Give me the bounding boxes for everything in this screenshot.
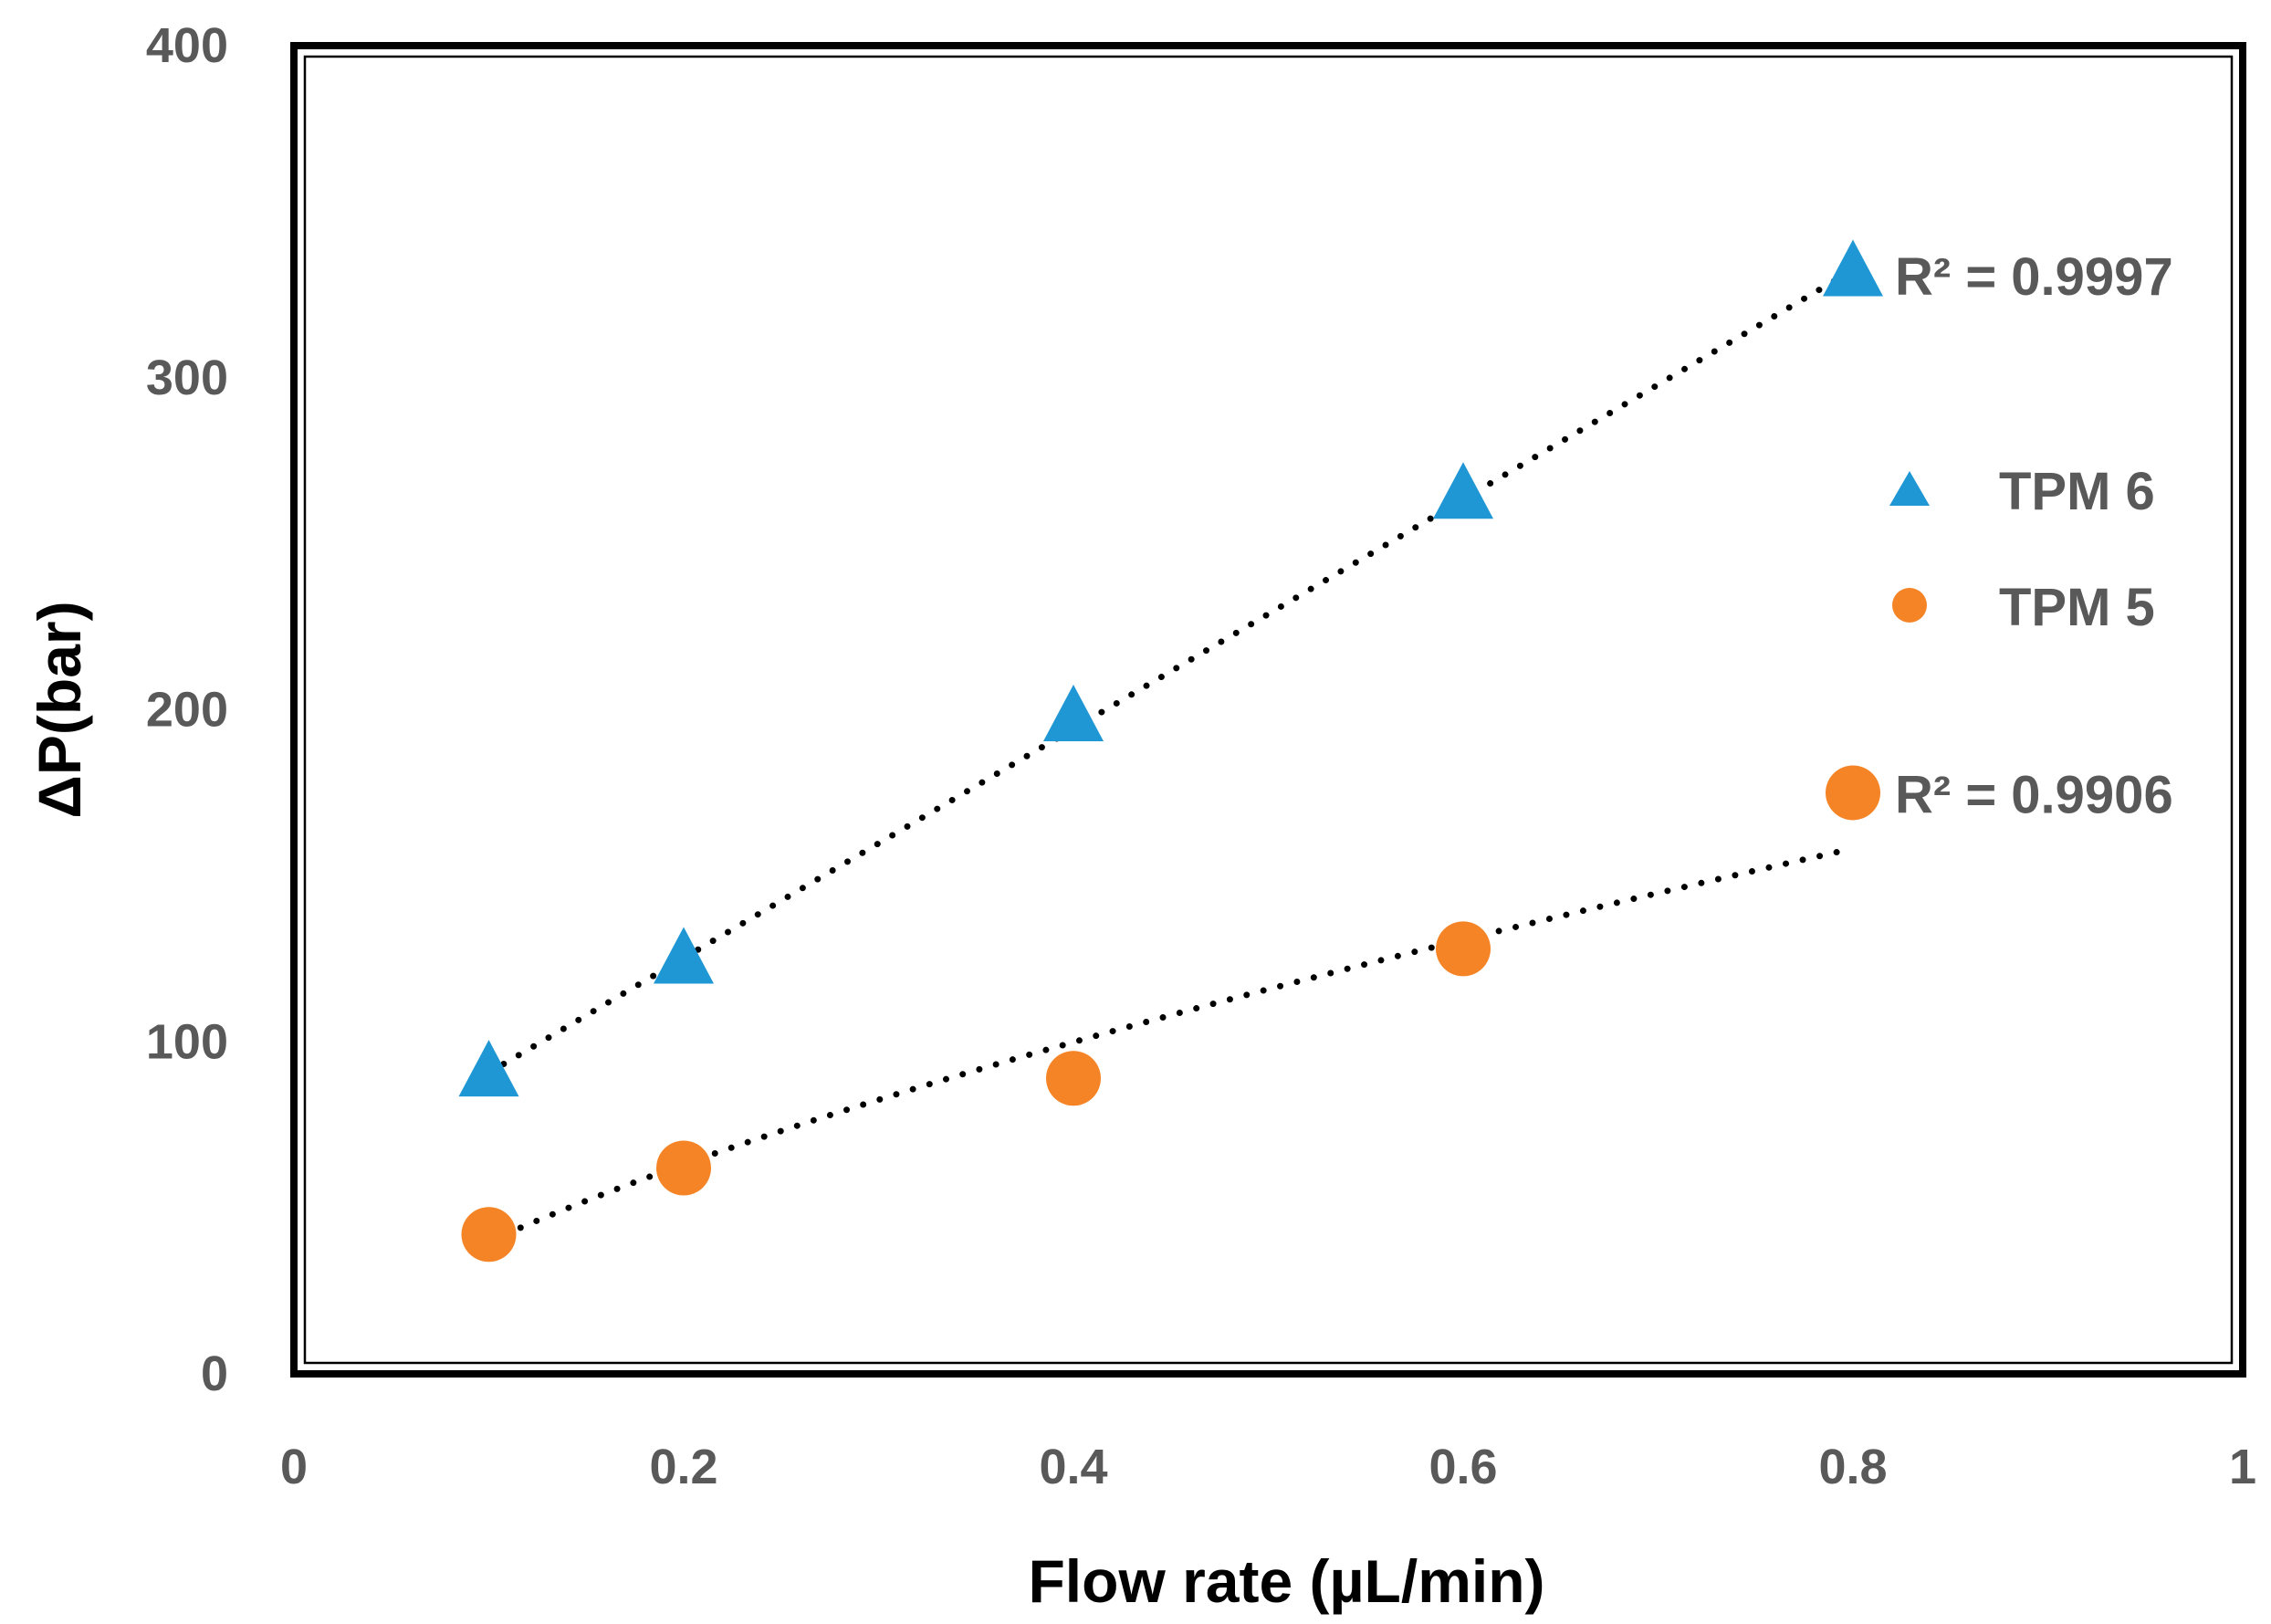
x-tick-label: 0.4 <box>1039 1440 1107 1494</box>
data-points <box>458 239 1883 1263</box>
point-tpm-5 <box>1046 1051 1101 1106</box>
legend-circle-icon <box>1892 588 1927 623</box>
point-tpm-5 <box>1826 765 1880 821</box>
legend-label: TPM 6 <box>1999 462 2155 521</box>
r-squared-labels: R² = 0.9997 R² = 0.9906 <box>1895 247 2173 824</box>
plot-inner-border <box>303 55 2234 1365</box>
y-tick-label: 300 <box>146 351 228 405</box>
y-axis-title: ΔP(bar) <box>26 601 93 818</box>
r2-label-tpm-5: R² = 0.9906 <box>1895 765 2173 824</box>
y-axis-tick-labels: 0 100 200 300 400 <box>146 18 228 1401</box>
x-tick-label: 0.2 <box>649 1440 717 1494</box>
x-tick-label: 0.8 <box>1818 1440 1887 1494</box>
trendline-tpm-6 <box>486 267 1857 1076</box>
legend: TPM 6 TPM 5 <box>1889 462 2155 637</box>
point-tpm-6 <box>458 1040 519 1097</box>
x-axis-title: Flow rate (µL/min) <box>1028 1547 1544 1615</box>
y-tick-label: 400 <box>146 18 228 73</box>
x-tick-label: 1 <box>2229 1440 2256 1494</box>
trendline-tpm-5 <box>486 845 1857 1245</box>
y-tick-label: 0 <box>201 1346 228 1401</box>
y-tick-label: 100 <box>146 1014 228 1069</box>
point-tpm-5 <box>461 1207 517 1263</box>
point-tpm-6 <box>1043 684 1104 741</box>
plot-border <box>290 42 2246 1378</box>
trendlines <box>486 267 1857 1245</box>
x-tick-label: 0 <box>280 1440 308 1494</box>
legend-item: TPM 5 <box>1892 578 2155 637</box>
x-axis-tick-labels: 0 0.2 0.4 0.6 0.8 1 <box>280 1440 2256 1494</box>
legend-triangle-icon <box>1889 471 1930 506</box>
y-tick-label: 200 <box>146 683 228 738</box>
point-tpm-5 <box>656 1140 711 1196</box>
point-tpm-6 <box>654 927 714 984</box>
point-tpm-5 <box>1436 921 1491 977</box>
legend-item: TPM 6 <box>1889 462 2155 521</box>
plot-area <box>290 42 2246 1378</box>
r2-label-tpm-6: R² = 0.9997 <box>1895 247 2173 307</box>
x-tick-label: 0.6 <box>1429 1440 1497 1494</box>
legend-label: TPM 5 <box>1999 578 2155 637</box>
point-tpm-6 <box>1433 462 1493 519</box>
point-tpm-6 <box>1823 239 1883 297</box>
